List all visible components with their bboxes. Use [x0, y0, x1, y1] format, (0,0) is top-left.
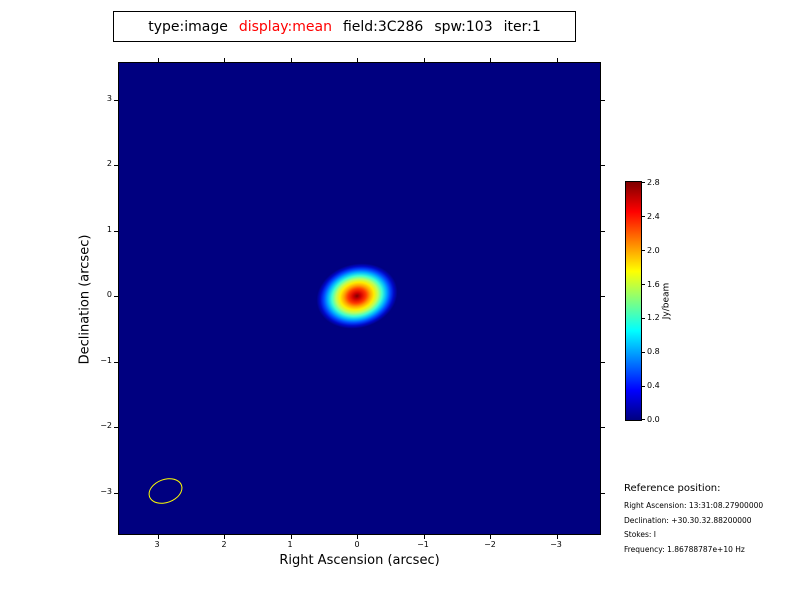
x-tick-label: 1 [287, 540, 293, 549]
y-tick-label: 3 [106, 94, 112, 103]
tick-mark [601, 362, 605, 363]
colorbar [625, 181, 645, 421]
tick-mark [114, 362, 118, 363]
tick-mark [114, 165, 118, 166]
colorbar-tick-mark [642, 352, 645, 353]
x-tick-label: −3 [550, 540, 562, 549]
y-tick-label: −3 [100, 487, 112, 496]
title-display: display:mean [238, 18, 332, 35]
tick-mark [357, 58, 358, 62]
colorbar-tick-mark [642, 318, 645, 319]
tick-mark [424, 535, 425, 539]
x-tick-label: 3 [154, 540, 160, 549]
y-tick-label: 2 [106, 159, 112, 168]
tick-mark [114, 427, 118, 428]
tick-mark [224, 58, 225, 62]
tick-mark [601, 100, 605, 101]
plot-canvas[interactable] [114, 58, 605, 539]
y-tick-label: 0 [106, 290, 112, 299]
colorbar-tick-mark [642, 250, 645, 251]
tick-mark [601, 427, 605, 428]
colorbar-tick-mark [642, 386, 645, 387]
tick-mark [114, 231, 118, 232]
tick-mark [557, 535, 558, 539]
title-iter: iter:1 [503, 18, 541, 35]
colorbar-tick-mark [642, 216, 645, 217]
tick-mark [490, 535, 491, 539]
tick-mark [158, 535, 159, 539]
colorbar-tick-label: 2.0 [647, 246, 660, 255]
colorbar-tick-label: 0.8 [647, 347, 660, 356]
tick-mark [114, 493, 118, 494]
reference-line: Declination: +30.30.32.88200000 [624, 515, 752, 525]
tick-mark [601, 296, 605, 297]
tick-mark [291, 535, 292, 539]
tick-mark [114, 100, 118, 101]
colorbar-tick-mark [642, 419, 645, 420]
x-tick-label: 2 [221, 540, 227, 549]
x-tick-label: 0 [354, 540, 360, 549]
source-blob [309, 254, 405, 338]
colorbar-tick-label: 0.0 [647, 415, 660, 424]
tick-mark [224, 535, 225, 539]
y-tick-label: −2 [100, 421, 112, 430]
colorbar-tick-label: 0.4 [647, 381, 660, 390]
tick-mark [601, 165, 605, 166]
tick-mark [557, 58, 558, 62]
reference-line: Right Ascension: 13:31:08.27900000 [624, 501, 764, 510]
tick-mark [357, 535, 358, 539]
reference-line: Frequency: 1.86788787e+10 Hz [624, 544, 745, 554]
tick-mark [424, 58, 425, 62]
y-tick-label: −1 [100, 356, 112, 365]
image-title-box: type:image display:mean field:3C286 spw:… [113, 11, 576, 42]
x-tick-label: −2 [484, 540, 496, 549]
colorbar-tick-mark [642, 182, 645, 183]
reference-position-block: Reference position: Right Ascension: 13:… [624, 483, 763, 559]
beam-ellipse [144, 473, 187, 509]
title-field: field:3C286 [342, 18, 424, 35]
reference-title: Reference position: [624, 483, 721, 494]
colorbar-tick-label: 2.4 [647, 212, 660, 221]
title-type: type:image [148, 18, 228, 35]
tick-mark [490, 58, 491, 62]
colorbar-tick-label: 1.6 [647, 280, 660, 289]
x-axis-label: Right Ascension (arcsec) [279, 553, 440, 568]
tick-mark [601, 493, 605, 494]
tick-mark [601, 231, 605, 232]
colorbar-tick-label: 2.8 [647, 178, 660, 187]
tick-mark [158, 58, 159, 62]
tick-mark [114, 296, 118, 297]
x-tick-label: −1 [417, 540, 429, 549]
colorbar-title: Jy/beam [661, 282, 672, 320]
tick-mark [291, 58, 292, 62]
reference-line: Stokes: I [624, 530, 657, 539]
colorbar-tick-label: 1.2 [647, 313, 660, 322]
colorbar-tick-mark [642, 284, 645, 285]
y-tick-label: 1 [106, 225, 112, 234]
title-spw: spw:103 [434, 18, 493, 35]
y-axis-label: Declination (arcsec) [77, 234, 93, 365]
